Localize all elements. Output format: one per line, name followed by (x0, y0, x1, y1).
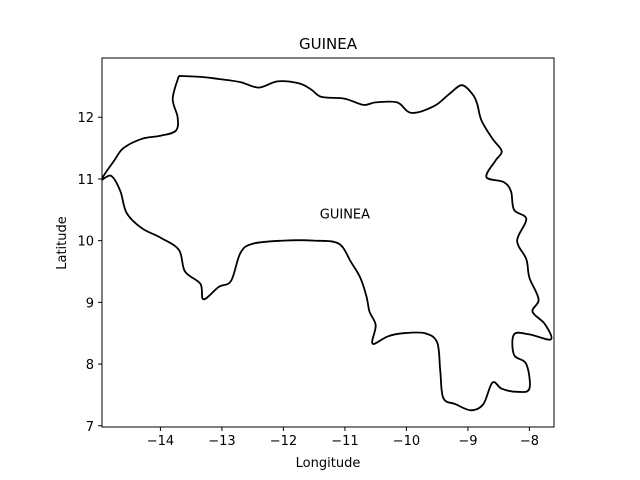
chart-title: GUINEA (299, 35, 358, 53)
y-tick-label: 7 (86, 420, 94, 435)
x-tick-label: −13 (208, 434, 235, 449)
x-tick-label: −8 (520, 434, 539, 449)
annotation-layer: GUINEA (320, 207, 370, 222)
boundary-layer (101, 75, 553, 412)
ticks-layer: −14 −13 −12 −11 −10 −9 −8 7 8 9 10 11 12 (77, 111, 539, 449)
y-axis-label: Latitude (55, 216, 70, 270)
x-tick-label: −10 (393, 434, 420, 449)
x-tick-label: −9 (458, 434, 477, 449)
y-tick-label: 12 (77, 111, 94, 126)
country-boundary (101, 75, 553, 412)
x-tick-label: −12 (270, 434, 297, 449)
country-label: GUINEA (320, 207, 370, 222)
y-tick-label: 10 (77, 235, 94, 250)
x-tick-label: −11 (331, 434, 358, 449)
x-axis-label: Longitude (296, 456, 361, 471)
x-tick-label: −14 (147, 434, 174, 449)
y-tick-label: 11 (77, 173, 94, 188)
y-tick-label: 8 (86, 358, 94, 373)
axes-frame (101, 57, 555, 428)
y-tick-label: 9 (86, 296, 94, 311)
